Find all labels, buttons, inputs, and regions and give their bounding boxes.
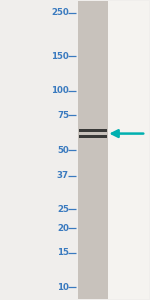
Bar xyxy=(78,1,108,299)
Text: 15: 15 xyxy=(57,248,69,257)
Text: 37: 37 xyxy=(57,171,69,180)
Text: 75: 75 xyxy=(57,111,69,120)
Text: 150: 150 xyxy=(51,52,69,61)
Text: 100: 100 xyxy=(51,86,69,95)
Text: 250: 250 xyxy=(51,8,69,17)
Text: 10: 10 xyxy=(57,283,69,292)
Bar xyxy=(78,1,149,299)
Bar xyxy=(79,129,107,132)
Bar xyxy=(79,135,107,138)
Text: 50: 50 xyxy=(57,146,69,154)
Text: 20: 20 xyxy=(57,224,69,233)
Text: 25: 25 xyxy=(57,205,69,214)
